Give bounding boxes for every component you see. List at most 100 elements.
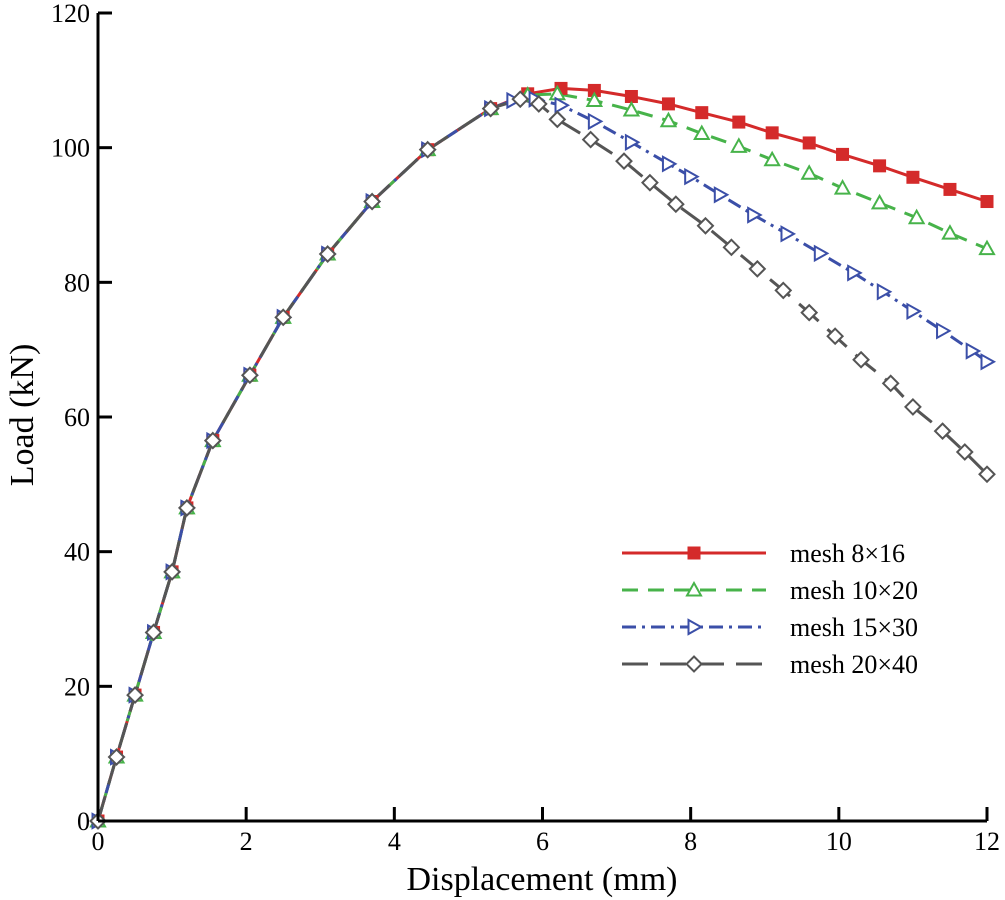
y-tick-label: 120 <box>51 0 90 28</box>
data-point <box>661 97 675 111</box>
legend-item-mesh-8x16: mesh 8×16 <box>622 539 905 568</box>
x-tick-label: 6 <box>536 827 549 856</box>
data-point <box>126 686 144 705</box>
data-point <box>554 96 571 114</box>
data-point <box>177 498 196 517</box>
data-point <box>800 303 819 322</box>
data-point <box>847 264 863 282</box>
data-point <box>666 195 685 214</box>
y-tick-label: 20 <box>64 672 90 701</box>
data-point <box>906 302 922 320</box>
data-point <box>203 431 222 450</box>
data-point <box>418 140 437 159</box>
data-point <box>622 100 641 117</box>
x-tick-label: 4 <box>388 827 401 856</box>
series-line-mesh-15x30 <box>96 97 988 822</box>
legend-label: mesh 8×16 <box>790 539 905 568</box>
data-point <box>661 155 678 173</box>
data-point <box>363 192 382 211</box>
data-point <box>836 147 850 161</box>
data-point <box>881 374 900 393</box>
data-point <box>800 164 818 180</box>
plot-area <box>89 81 997 830</box>
data-point <box>144 623 163 642</box>
series-line-mesh-20x40 <box>96 97 989 822</box>
data-point <box>732 115 746 129</box>
data-point <box>813 244 830 263</box>
y-tick-label: 0 <box>77 807 90 836</box>
data-point <box>802 136 816 150</box>
y-axis-title: Load (kN) <box>4 344 41 487</box>
data-point <box>852 350 870 369</box>
series-markers-mesh-20x40 <box>89 90 996 830</box>
data-point <box>763 150 781 167</box>
data-point <box>978 239 996 256</box>
series-mesh-10x20 <box>96 92 988 822</box>
data-point <box>774 281 793 300</box>
series-line-mesh-10x20 <box>96 92 988 822</box>
data-point <box>240 366 259 385</box>
series-mesh-8x16 <box>96 86 988 822</box>
data-point <box>107 748 126 766</box>
data-point <box>980 195 994 209</box>
x-tick-label: 12 <box>974 827 1000 856</box>
y-tick-label: 40 <box>64 538 90 567</box>
legend-marker <box>685 580 703 597</box>
x-tick-label: 8 <box>684 827 697 856</box>
data-point <box>318 245 337 263</box>
data-point <box>511 90 530 109</box>
data-point <box>624 133 641 151</box>
x-tick-label: 0 <box>92 827 105 856</box>
data-point <box>585 91 604 108</box>
data-point <box>904 397 922 416</box>
data-point <box>748 259 767 278</box>
legend-item-mesh-15x30: mesh 15×30 <box>622 613 918 642</box>
data-point <box>730 137 748 153</box>
axes <box>96 13 987 823</box>
data-point <box>873 159 887 173</box>
data-point <box>833 179 852 195</box>
data-point <box>722 238 741 257</box>
data-point <box>936 322 952 340</box>
data-point <box>693 124 711 141</box>
series-markers-mesh-10x20 <box>89 84 996 828</box>
data-point <box>826 327 845 346</box>
data-point <box>684 167 700 186</box>
y-tick-label: 100 <box>51 134 90 163</box>
data-point <box>980 353 997 371</box>
data-point <box>941 224 959 240</box>
data-point <box>876 283 893 301</box>
series-markers-mesh-15x30 <box>91 90 997 830</box>
data-point <box>943 182 957 196</box>
data-point <box>615 152 633 171</box>
legend-label: mesh 20×40 <box>790 650 918 679</box>
data-point <box>624 89 638 103</box>
data-point <box>587 112 604 131</box>
x-tick-label: 10 <box>826 827 852 856</box>
legend-item-mesh-20x40: mesh 20×40 <box>622 650 918 679</box>
data-point <box>695 106 709 120</box>
data-point <box>163 562 181 581</box>
series-line-mesh-8x16 <box>96 86 988 822</box>
data-point <box>765 126 779 140</box>
data-point <box>780 225 797 243</box>
data-point <box>747 206 763 224</box>
legend-marker <box>685 655 703 673</box>
data-point <box>641 173 659 192</box>
data-point <box>581 130 600 149</box>
data-point <box>274 308 293 327</box>
data-point <box>548 110 567 129</box>
data-point <box>978 465 996 484</box>
data-point <box>965 342 982 360</box>
data-point <box>933 422 952 441</box>
data-point <box>906 170 920 184</box>
data-point <box>481 99 500 118</box>
data-point <box>713 186 730 204</box>
series-mesh-15x30 <box>96 97 988 822</box>
legend: mesh 8×16 mesh 10×20 mesh 15×30 mesh 20×40 <box>622 539 918 679</box>
series-mesh-20x40 <box>96 97 989 822</box>
y-tick-label: 60 <box>64 403 90 432</box>
tick-marks <box>96 11 989 823</box>
